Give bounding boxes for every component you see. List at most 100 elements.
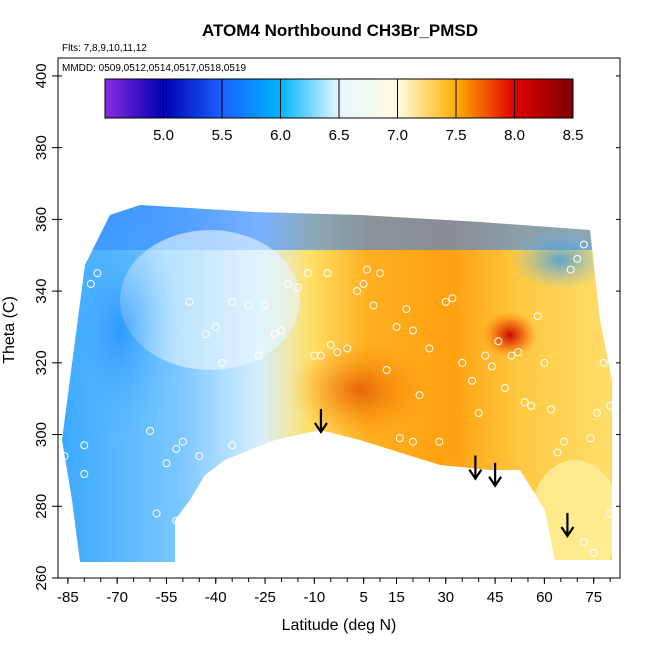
y-axis-label: Theta (C) <box>1 296 18 364</box>
colorbar-tick-label: 7.0 <box>387 127 408 144</box>
x-tick-label: 60 <box>536 589 553 606</box>
observation-point <box>533 312 542 321</box>
x-tick-label: 75 <box>585 589 602 606</box>
observation-point <box>80 441 89 450</box>
x-tick-label: 15 <box>388 589 405 606</box>
observation-point <box>211 322 220 331</box>
concentration-field <box>62 205 612 562</box>
observation-point <box>201 330 210 339</box>
x-tick-label: -85 <box>57 589 79 606</box>
y-tick-label: 380 <box>33 135 50 160</box>
x-tick-label: -40 <box>205 589 227 606</box>
observation-point <box>599 358 608 367</box>
observation-point <box>353 287 362 296</box>
observation-point <box>382 366 391 374</box>
colorbar-tick-label: 8.5 <box>563 127 584 144</box>
observation-point <box>520 398 529 407</box>
observation-point <box>606 401 615 410</box>
y-axis: 260 280 300 320 340 360 380 400 <box>33 63 620 591</box>
observation-point <box>474 409 483 418</box>
x-tick-label: 30 <box>437 589 454 606</box>
observation-point <box>80 470 89 478</box>
observation-point <box>343 344 352 353</box>
field-hotspot-tropics <box>290 340 430 440</box>
observation-point <box>392 322 401 331</box>
arrow-head <box>468 468 483 481</box>
x-tick-label: 5 <box>359 589 367 606</box>
colorbar-tick-label: 5.0 <box>153 127 174 144</box>
observation-point <box>546 405 555 414</box>
observation-point <box>579 538 588 547</box>
observation-point <box>606 509 615 518</box>
observation-point <box>566 265 575 274</box>
observation-point <box>579 240 588 249</box>
observation-point <box>323 269 332 278</box>
observation-point <box>468 376 477 385</box>
x-tick-label: -55 <box>156 589 178 606</box>
field-blue-zone <box>62 210 180 450</box>
observation-point <box>441 297 450 306</box>
chart-title: ATOM4 Northbound CH3Br_PMSD <box>202 21 478 40</box>
observation-point <box>369 301 378 310</box>
observation-point <box>261 301 270 310</box>
x-tick-label: -10 <box>304 589 326 606</box>
observation-point <box>293 283 302 292</box>
observation-point <box>86 279 95 288</box>
colorbar: 5.0 5.5 6.0 6.5 7.0 7.5 8.0 8.5 <box>104 78 584 144</box>
y-tick-label: 360 <box>33 207 50 232</box>
x-tick-label: -70 <box>106 589 128 606</box>
observation-point <box>146 426 155 435</box>
observation-point <box>244 301 253 310</box>
observation-point <box>448 294 457 303</box>
observation-point <box>277 326 286 335</box>
observation-point <box>303 269 312 278</box>
observation-point <box>395 434 404 443</box>
x-axis: -85 -70 -55 -40 -25 -10 5 15 30 45 60 75 <box>57 578 611 606</box>
observation-point <box>592 409 601 418</box>
x-axis-label: Latitude (deg N) <box>282 617 397 634</box>
y-tick-label: 320 <box>33 350 50 375</box>
colorbar-tick-label: 6.5 <box>329 127 350 144</box>
observation-point <box>415 391 424 400</box>
observation-point <box>333 348 342 357</box>
observation-point <box>376 269 385 278</box>
observation-point <box>172 516 181 525</box>
observation-point <box>507 351 516 360</box>
colorbar-tick-label: 5.5 <box>212 127 233 144</box>
observation-point <box>60 452 69 461</box>
flights-subtitle: Flts: 7,8,9,10,11,12 <box>62 43 147 54</box>
observation-point <box>402 305 411 314</box>
observation-point <box>425 344 434 353</box>
observation-point <box>589 548 598 557</box>
observation-point <box>553 448 562 457</box>
observation-point <box>487 362 496 371</box>
observation-point <box>408 326 417 335</box>
observation-point <box>326 340 335 349</box>
observation-point <box>540 358 549 367</box>
y-tick-label: 340 <box>33 279 50 304</box>
observation-point <box>514 348 523 357</box>
plot-frame <box>57 57 621 579</box>
y-tick-label: 400 <box>33 63 50 88</box>
observation-point <box>60 502 69 511</box>
observation-point <box>458 358 467 367</box>
observation-point <box>270 330 279 339</box>
observation-point <box>172 444 181 453</box>
arrow-head <box>560 526 575 538</box>
data-points <box>60 240 615 557</box>
x-tick-label: 45 <box>487 589 504 606</box>
observation-point <box>228 441 237 450</box>
observation-point <box>63 326 72 335</box>
arrow-head <box>314 422 328 434</box>
y-tick-label: 300 <box>33 422 50 447</box>
observation-point <box>195 452 204 461</box>
observation-point <box>435 437 444 446</box>
observation-point <box>586 434 595 443</box>
field-blue-north <box>510 230 610 290</box>
field-yellow-polar <box>530 460 612 562</box>
observation-point <box>316 351 325 360</box>
observation-point <box>500 383 509 392</box>
observation-point <box>152 509 161 518</box>
observation-point <box>362 265 371 274</box>
